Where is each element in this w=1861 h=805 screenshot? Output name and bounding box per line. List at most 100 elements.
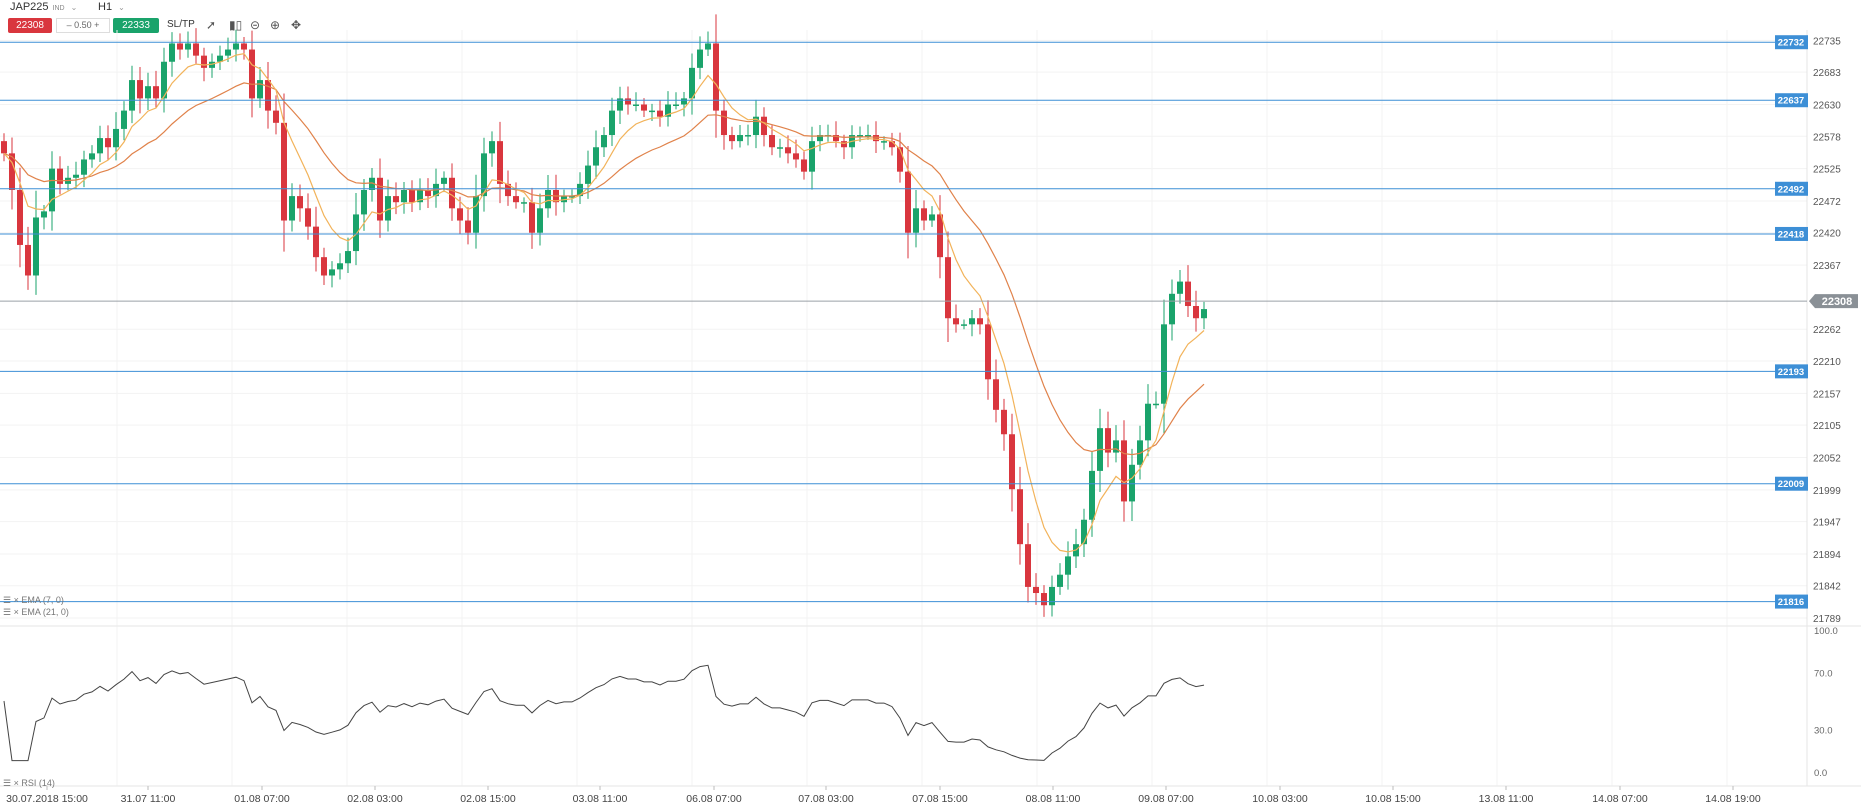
- zoom-in-icon[interactable]: ⊕: [270, 18, 281, 32]
- price-level-label: 22492: [1778, 184, 1804, 195]
- candle: [121, 110, 127, 129]
- candle: [665, 104, 671, 117]
- time-axis-label: 07.08 03:00: [798, 793, 854, 805]
- candle: [729, 135, 735, 142]
- ema7-legend[interactable]: ☰ × EMA (7, 0): [3, 595, 64, 606]
- candle: [609, 110, 615, 136]
- candle: [9, 153, 15, 190]
- candle: [409, 189, 415, 203]
- candle: [33, 217, 39, 276]
- symbol-name: JAP225: [10, 1, 49, 13]
- buy-button[interactable]: 22333: [113, 18, 159, 33]
- rsi-axis-label: 0.0: [1814, 768, 1827, 779]
- candle: [417, 189, 423, 203]
- candles-icon[interactable]: ▮▯: [229, 18, 243, 32]
- candle: [921, 208, 927, 221]
- candle: [985, 324, 991, 380]
- price-axis-label: 22210: [1813, 357, 1841, 368]
- menu-icon: ☰ ×: [3, 595, 19, 605]
- current-price-label: 22308: [1822, 296, 1853, 308]
- candle: [809, 141, 815, 172]
- move-icon[interactable]: ✥: [291, 18, 302, 32]
- candle: [329, 269, 335, 276]
- candle: [1025, 544, 1031, 587]
- sltp-button[interactable]: SL/TP: [167, 19, 195, 30]
- candle: [761, 116, 767, 136]
- line-chart-icon[interactable]: ➚: [206, 18, 217, 32]
- price-axis-label: 22157: [1813, 389, 1841, 400]
- candle: [89, 153, 95, 160]
- plus-icon[interactable]: +: [94, 20, 100, 30]
- price-level-label: 22193: [1778, 367, 1804, 378]
- candle: [961, 324, 967, 326]
- candle: [1169, 293, 1175, 325]
- time-axis-label: 06.08 07:00: [686, 793, 742, 805]
- candle: [929, 214, 935, 221]
- candle: [881, 141, 887, 143]
- candle: [289, 196, 295, 221]
- candle: [153, 86, 159, 99]
- candle: [1201, 309, 1207, 319]
- candle: [513, 196, 519, 203]
- candle: [1017, 489, 1023, 545]
- candle: [801, 159, 807, 172]
- candle: [1161, 324, 1167, 404]
- sell-button[interactable]: 22308: [8, 18, 52, 33]
- candle: [689, 67, 695, 99]
- candle: [913, 208, 919, 233]
- candle: [297, 196, 303, 209]
- candle: [1065, 556, 1071, 575]
- price-axis-label: 22105: [1813, 421, 1841, 432]
- candle: [865, 135, 871, 137]
- candle: [73, 174, 79, 178]
- candle: [17, 189, 23, 245]
- candle: [345, 251, 351, 264]
- time-axis-label: 02.08 15:00: [460, 793, 516, 805]
- rsi-legend[interactable]: ☰ × RSI (14): [3, 778, 55, 789]
- candle: [81, 159, 87, 175]
- ema7-label: EMA (7, 0): [21, 595, 64, 605]
- candle: [937, 214, 943, 258]
- candle: [249, 49, 255, 99]
- candle: [1137, 440, 1143, 465]
- candle: [305, 208, 311, 227]
- candle: [1153, 403, 1159, 406]
- price-level-label: 22732: [1778, 38, 1804, 49]
- candle: [777, 147, 783, 149]
- time-axis-label: 10.08 03:00: [1252, 793, 1308, 805]
- candle: [1121, 440, 1127, 502]
- candle: [161, 61, 167, 99]
- time-axis-label: 03.08 11:00: [573, 793, 628, 805]
- candle: [889, 141, 895, 148]
- price-axis-label: 22052: [1813, 453, 1841, 464]
- price-level-label: 22418: [1778, 229, 1804, 240]
- ema7-line: [3, 53, 1205, 553]
- candle: [497, 141, 503, 184]
- zoom-out-icon[interactable]: ⊝: [250, 18, 261, 32]
- candle: [537, 208, 543, 233]
- time-axis-label: 14.08 19:00: [1705, 793, 1761, 805]
- ema21-legend[interactable]: ☰ × EMA (21, 0): [3, 607, 69, 618]
- minus-icon[interactable]: –: [66, 20, 72, 30]
- candle: [841, 141, 847, 148]
- candle: [1081, 519, 1087, 545]
- candle: [321, 257, 327, 276]
- symbol-selector[interactable]: JAP225 IND ⌄: [10, 1, 77, 13]
- timeframe-selector[interactable]: H1 ⌄: [98, 1, 125, 13]
- candle: [441, 177, 447, 184]
- price-axis-label: 22578: [1813, 132, 1841, 143]
- price-axis-label: 21999: [1813, 486, 1841, 497]
- price-axis-label: 22262: [1813, 325, 1841, 336]
- candle: [1145, 403, 1151, 441]
- candle: [57, 168, 63, 184]
- candle: [49, 168, 55, 212]
- candle: [705, 43, 711, 50]
- candle: [1, 141, 7, 154]
- candle: [545, 189, 551, 209]
- candle: [353, 214, 359, 252]
- price-level-tag: [1775, 364, 1808, 379]
- candle: [617, 98, 623, 111]
- candle: [225, 49, 231, 56]
- candle: [105, 138, 111, 148]
